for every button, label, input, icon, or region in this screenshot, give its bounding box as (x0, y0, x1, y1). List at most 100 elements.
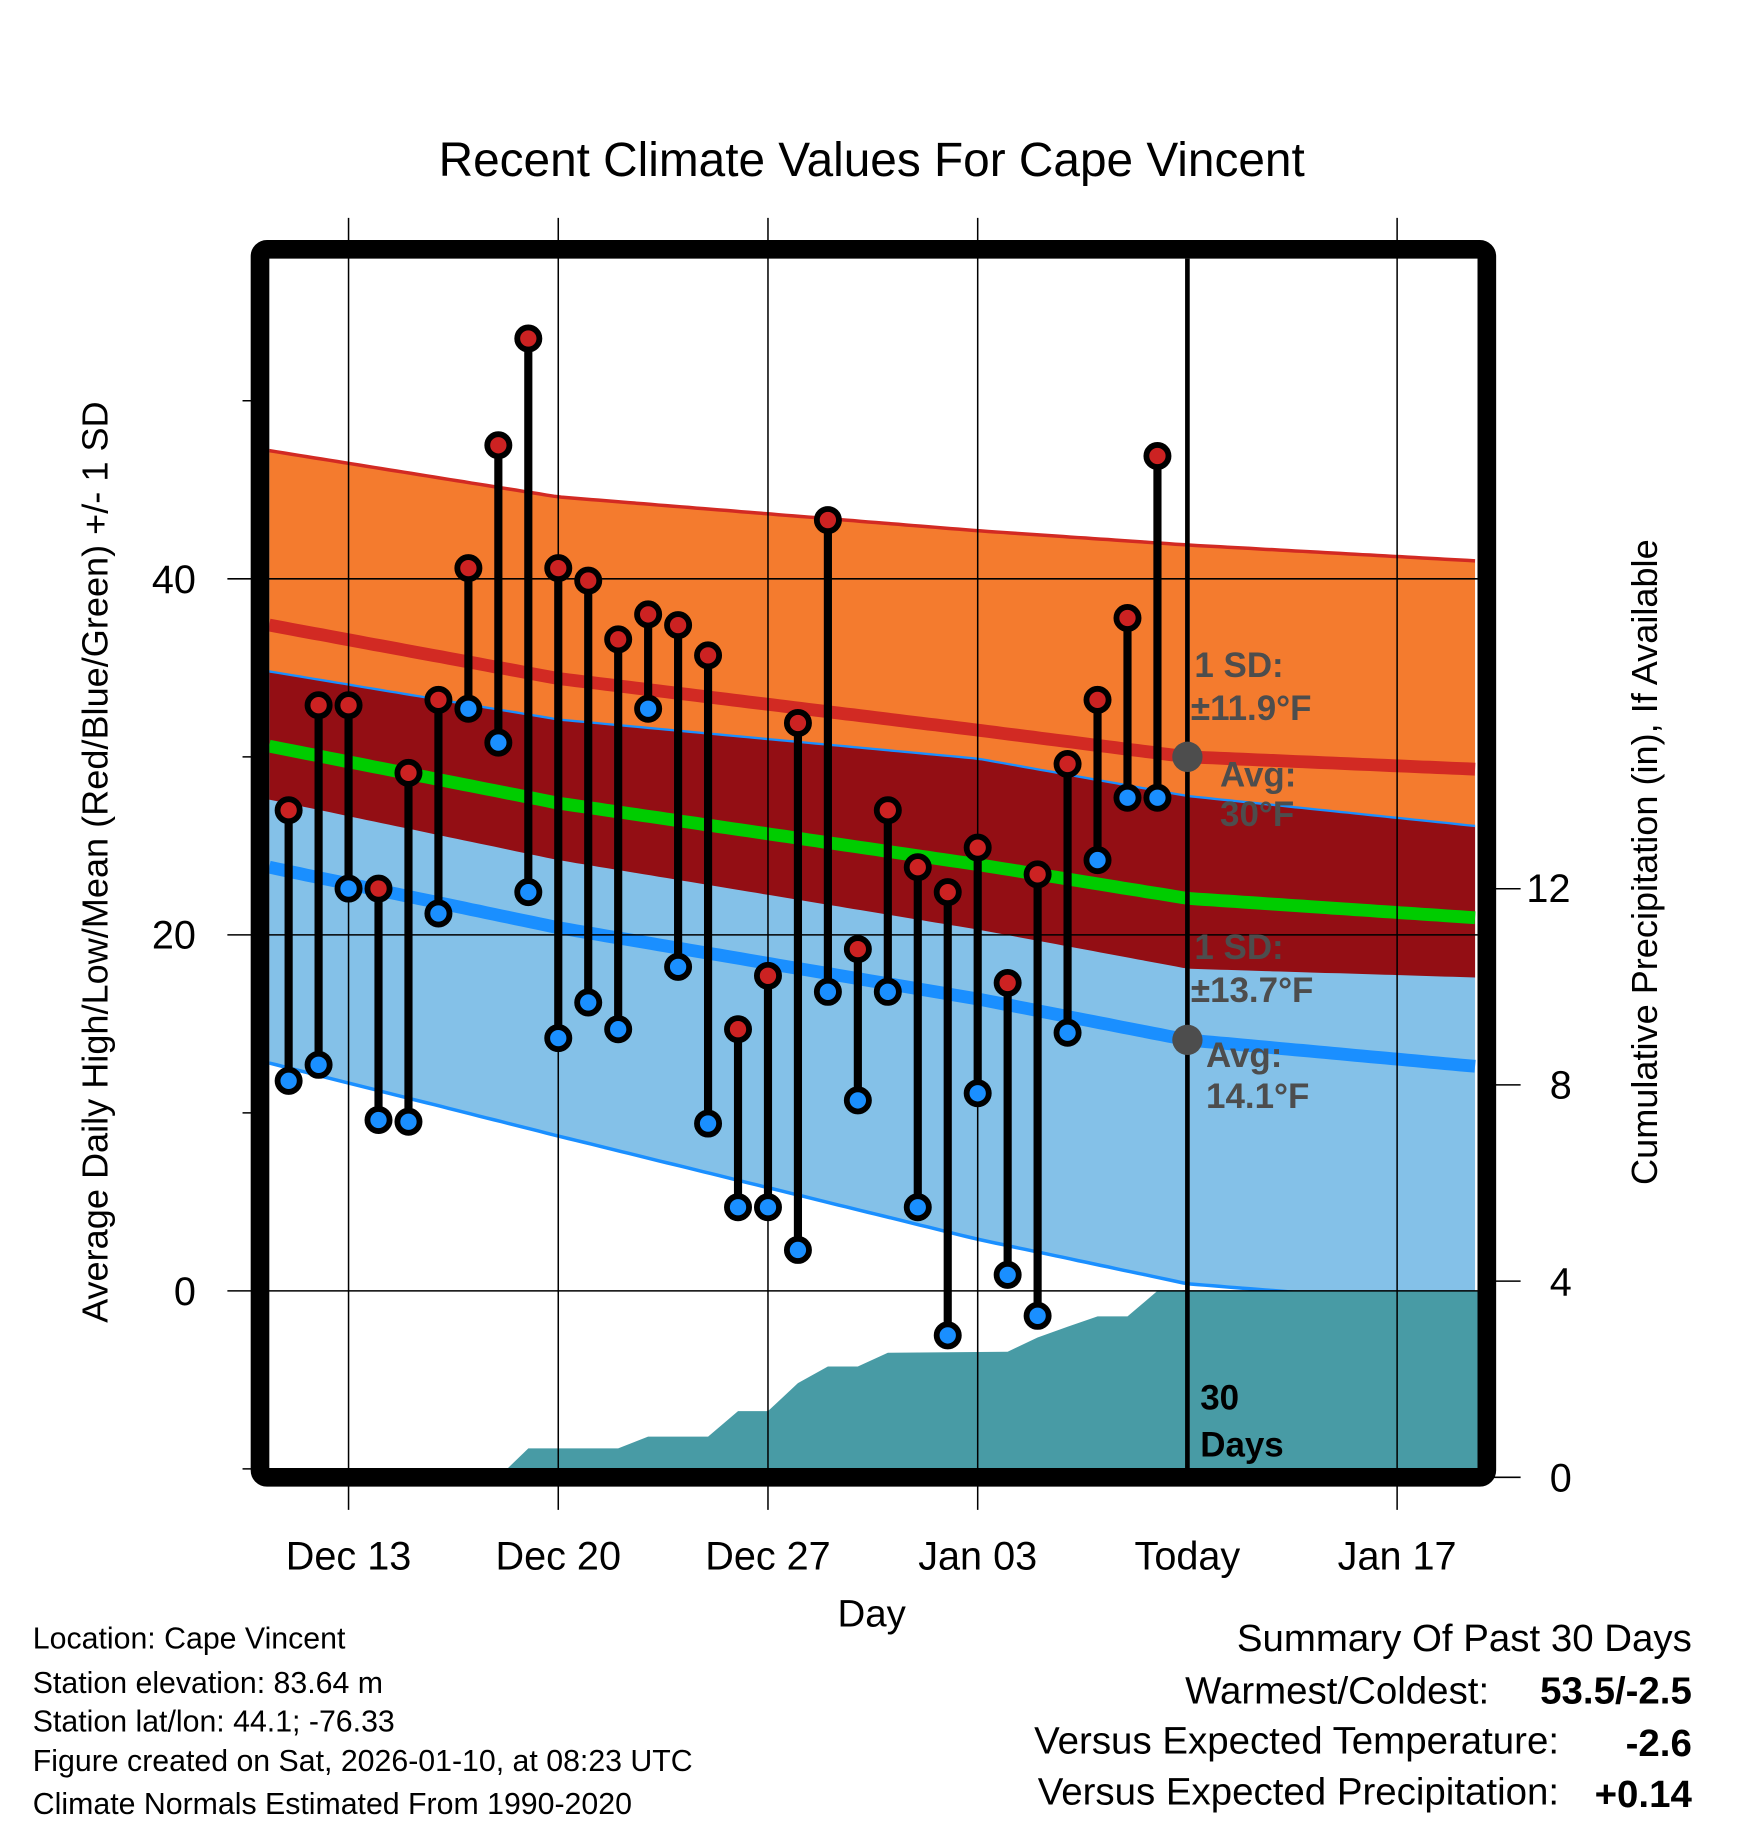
daily-low-point (813, 977, 842, 1006)
daily-high-point (394, 758, 423, 787)
y-tick-20: 20 (152, 913, 196, 957)
daily-high-point (724, 1015, 753, 1044)
annotations: 1 SD: ±11.9°F Avg: 30°F 1 SD: ±13.7°F Av… (1172, 646, 1313, 1464)
y2-tick-4: 4 (1550, 1261, 1572, 1305)
daily-high-point (843, 935, 872, 964)
daily-low-point (544, 1024, 573, 1053)
normal-low-line (269, 860, 1476, 1073)
summary-temp-label: Versus Expected Temperature: (1034, 1719, 1559, 1762)
daily-high-point (664, 611, 693, 640)
low-sd-value: ±13.7°F (1191, 971, 1314, 1010)
daily-low-point (1053, 1018, 1082, 1047)
y2-tick-12: 12 (1526, 867, 1570, 911)
cumulative-precip-area (508, 1290, 1478, 1468)
normal-mean-line (269, 739, 1476, 925)
y-tick-0: 0 (174, 1270, 196, 1314)
daily-low-point (334, 874, 363, 903)
footer-created: Figure created on Sat, 2026-01-10, at 08… (33, 1745, 693, 1778)
footer-normals: Climate Normals Estimated From 1990-2020 (33, 1788, 632, 1821)
y2-tick-0: 0 (1550, 1456, 1572, 1500)
daily-low-point (843, 1086, 872, 1115)
y-tick-labels: 0 20 40 0 4 8 12 (152, 558, 1572, 1500)
high-sd-value: ±11.9°F (1191, 689, 1312, 728)
daily-high-point (694, 641, 723, 670)
x-tick-label: Jan 03 (918, 1534, 1037, 1578)
daily-low-point (484, 728, 513, 757)
summary-temp-value: -2.6 (1626, 1722, 1692, 1765)
y2-axis-label: Cumulative Precipitation (in), If Availa… (1624, 539, 1665, 1185)
low-avg-label: Avg: (1206, 1036, 1282, 1075)
precip-area-group (508, 1290, 1478, 1468)
footer-elevation: Station elevation: 83.64 m (33, 1667, 383, 1700)
low-sd-label: 1 SD: (1194, 928, 1283, 967)
daily-low-point (993, 1260, 1022, 1289)
daily-low-point (364, 1106, 393, 1134)
daily-low-point (753, 1193, 782, 1222)
daily-low-point (873, 977, 902, 1006)
high-avg-value: 30°F (1220, 795, 1294, 834)
daily-high-point (1053, 749, 1082, 778)
daily-high-point (1023, 860, 1052, 889)
daily-low-point (1023, 1301, 1052, 1330)
x-tick-label: Dec 27 (705, 1534, 831, 1578)
daily-high-point (364, 874, 393, 903)
summary-warmest-value: 53.5/-2.5 (1540, 1669, 1692, 1712)
daily-high-point (873, 796, 902, 825)
daily-low-point (903, 1193, 932, 1222)
daily-high-point (454, 554, 483, 583)
x-tick-label: Today (1135, 1534, 1241, 1578)
daily-low-point (424, 899, 453, 928)
daily-high-point (514, 324, 543, 353)
daily-low-point (514, 878, 543, 907)
y-tick-40: 40 (152, 558, 196, 602)
daily-high-point (993, 968, 1022, 997)
daily-low-point (1143, 783, 1172, 812)
x-tick-labels: Dec 13 Dec 20 Dec 27 Jan 03 Today Jan 17 (286, 1534, 1457, 1578)
y2-tick-8: 8 (1550, 1064, 1572, 1108)
normal-bands (269, 448, 1476, 1309)
daily-low-point (1113, 783, 1142, 812)
daily-high-point (334, 691, 363, 720)
daily-low-point (783, 1235, 812, 1264)
summary-precip-value: +0.14 (1595, 1773, 1693, 1816)
daily-high-point (274, 796, 303, 825)
chart-title: Recent Climate Values For Cape Vincent (439, 134, 1305, 187)
footer-latlon: Station lat/lon: 44.1; -76.33 (33, 1705, 395, 1738)
low-avg-value: 14.1°F (1206, 1077, 1309, 1116)
daily-high-point (304, 691, 333, 720)
x-tick-label: Dec 13 (286, 1534, 412, 1578)
daily-series (274, 324, 1172, 1350)
summary-title: Summary Of Past 30 Days (1237, 1617, 1692, 1660)
daily-high-point (484, 431, 513, 460)
daily-low-point (664, 952, 693, 981)
high-avg-label: Avg: (1220, 755, 1296, 794)
daily-high-point (1113, 603, 1142, 632)
high-sd-label: 1 SD: (1194, 646, 1283, 685)
x-tick-label: Jan 17 (1338, 1534, 1457, 1578)
plot-frame (250, 240, 1497, 1487)
high-avg-marker (1172, 741, 1203, 772)
daily-low-point (634, 694, 663, 723)
daily-high-point (933, 878, 962, 907)
x-tick-label: Dec 20 (496, 1534, 622, 1578)
daily-high-point (783, 709, 812, 737)
daily-high-point (813, 506, 842, 535)
daily-low-point (694, 1109, 723, 1138)
low-avg-marker (1172, 1024, 1203, 1056)
daily-high-point (753, 961, 782, 990)
daily-high-point (574, 566, 603, 595)
y-axis-label: Average Daily High/Low/Mean (Red/Blue/Gr… (74, 401, 115, 1323)
daily-high-point (544, 554, 573, 583)
daily-low-point (604, 1015, 633, 1044)
daily-low-point (394, 1107, 423, 1136)
daily-low-point (724, 1193, 753, 1222)
days-count-label: 30 (1200, 1379, 1239, 1418)
daily-high-point (903, 853, 932, 882)
days-word-label: Days (1200, 1425, 1284, 1464)
daily-low-point (1083, 846, 1112, 875)
daily-low-point (574, 988, 603, 1017)
daily-low-point (304, 1050, 333, 1079)
daily-high-point (604, 625, 633, 654)
daily-high-point (1083, 685, 1112, 714)
